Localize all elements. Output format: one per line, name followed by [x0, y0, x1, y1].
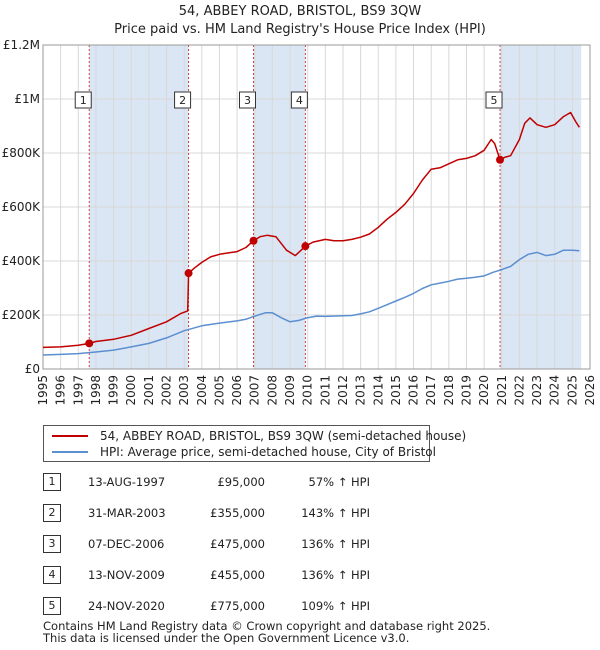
x-tick-label: 2000: [124, 375, 138, 406]
x-tick-label: 1995: [36, 375, 50, 406]
sale-number-badge: 1: [43, 473, 61, 491]
price-chart: 54, ABBEY ROAD, BRISTOL, BS9 3QW Price p…: [2, 4, 597, 406]
legend-swatch-hpi: [52, 451, 88, 453]
x-tick-label: 2022: [512, 375, 526, 406]
x-tick-label: 2019: [459, 375, 473, 406]
x-tick-label: 2025: [565, 375, 579, 406]
sale-price: £475,000: [210, 537, 265, 551]
sale-hpi-change: 109% ↑ HPI: [301, 599, 370, 613]
sale-label-number: 1: [80, 94, 87, 107]
sale-price: £455,000: [210, 568, 265, 582]
y-tick-label: £600K: [2, 200, 42, 214]
legend-swatch-property: [52, 435, 88, 437]
y-tick-label: £0: [25, 362, 40, 376]
table-row: 2 31-MAR-2003 £355,000 143% ↑ HPI: [0, 501, 600, 523]
series-line-property: [42, 111, 581, 349]
table-row: 3 07-DEC-2006 £475,000 136% ↑ HPI: [0, 532, 600, 554]
sale-number-badge: 5: [43, 597, 61, 615]
x-tick-label: 2009: [283, 375, 297, 406]
x-tick-label: 2018: [442, 375, 456, 406]
x-tick-label: 2005: [212, 375, 226, 406]
sale-label-number: 5: [491, 94, 498, 107]
series-line-hpi: [42, 249, 580, 356]
table-row: 5 24-NOV-2020 £775,000 109% ↑ HPI: [0, 594, 600, 616]
x-tick-label: 2024: [548, 375, 562, 406]
sale-number-badge: 2: [43, 504, 61, 522]
chart-subtitle: Price paid vs. HM Land Registry's House …: [114, 22, 486, 37]
y-tick-label: £1.2M: [3, 38, 40, 52]
x-tick-label: 1999: [107, 375, 121, 406]
sale-hpi-change: 136% ↑ HPI: [301, 537, 370, 551]
legend: 54, ABBEY ROAD, BRISTOL, BS9 3QW (semi-d…: [43, 425, 466, 462]
sale-label-box: [290, 91, 308, 109]
footer-copyright: Contains HM Land Registry data © Crown c…: [43, 619, 491, 633]
plot-border: [42, 44, 591, 370]
sale-date: 13-NOV-2009: [88, 568, 165, 582]
sale-point: [85, 339, 94, 348]
footer: Contains HM Land Registry data © Crown c…: [43, 620, 490, 644]
x-tick-label: 2008: [265, 375, 279, 406]
x-tick-label: 2014: [371, 375, 385, 406]
sale-label-number: 2: [179, 94, 186, 107]
x-tick-label: 2016: [407, 375, 421, 406]
sale-date: 07-DEC-2006: [88, 537, 165, 551]
sale-label-box: [174, 91, 192, 109]
x-tick-label: 2004: [195, 375, 209, 406]
y-tick-label: £200K: [2, 308, 42, 322]
x-tick-label: 2021: [495, 375, 509, 406]
x-tick-label: 2001: [142, 375, 156, 406]
x-tick-label: 2026: [583, 375, 597, 406]
x-tick-label: 2012: [336, 375, 350, 406]
legend-label-hpi: HPI: Average price, semi-detached house,…: [100, 445, 436, 459]
x-tick-label: 2011: [318, 375, 332, 406]
x-tick-label: 2006: [230, 375, 244, 406]
y-tick-label: £1M: [14, 92, 40, 106]
sale-point: [301, 242, 310, 251]
sale-point: [249, 236, 258, 245]
x-tick-label: 1998: [89, 375, 103, 406]
sale-label-number: 4: [296, 94, 303, 107]
sale-date: 24-NOV-2020: [88, 599, 165, 613]
sale-hpi-change: 143% ↑ HPI: [301, 506, 370, 520]
table-row: 4 13-NOV-2009 £455,000 136% ↑ HPI: [0, 563, 600, 585]
sale-number-badge: 3: [43, 535, 61, 553]
x-tick-label: 2013: [354, 375, 368, 406]
x-tick-label: 2007: [248, 375, 262, 406]
table-row: 1 13-AUG-1997 £95,000 57% ↑ HPI: [0, 470, 600, 492]
sale-date: 13-AUG-1997: [88, 475, 166, 489]
sale-label-box: [239, 91, 257, 109]
x-tick-label: 2017: [424, 375, 438, 406]
y-tick-label: £800K: [2, 146, 42, 160]
x-tick-label: 1997: [71, 375, 85, 406]
x-tick-label: 2015: [389, 375, 403, 406]
sale-price: £95,000: [217, 475, 265, 489]
sale-price: £355,000: [210, 506, 265, 520]
x-tick-label: 2010: [301, 375, 315, 406]
x-tick-label: 2002: [160, 375, 174, 406]
sale-label-box: [74, 91, 92, 109]
chart-title: 54, ABBEY ROAD, BRISTOL, BS9 3QW: [179, 4, 422, 19]
sale-label-number: 3: [244, 94, 251, 107]
sale-hpi-change: 136% ↑ HPI: [301, 568, 370, 582]
sale-point: [496, 155, 505, 164]
y-tick-label: £400K: [2, 254, 42, 268]
x-tick-label: 2020: [477, 375, 491, 406]
legend-label-property: 54, ABBEY ROAD, BRISTOL, BS9 3QW (semi-d…: [100, 429, 467, 443]
sale-number-badge: 4: [43, 566, 61, 584]
sale-point: [184, 269, 193, 278]
x-tick-label: 1996: [54, 375, 68, 406]
sale-price: £775,000: [210, 599, 265, 613]
sale-hpi-change: 57% ↑ HPI: [308, 475, 370, 489]
x-tick-label: 2003: [177, 375, 191, 406]
sale-label-box: [485, 91, 503, 109]
sale-date: 31-MAR-2003: [88, 506, 166, 520]
x-tick-label: 2023: [530, 375, 544, 406]
footer-licence: This data is licensed under the Open Gov…: [43, 631, 410, 645]
